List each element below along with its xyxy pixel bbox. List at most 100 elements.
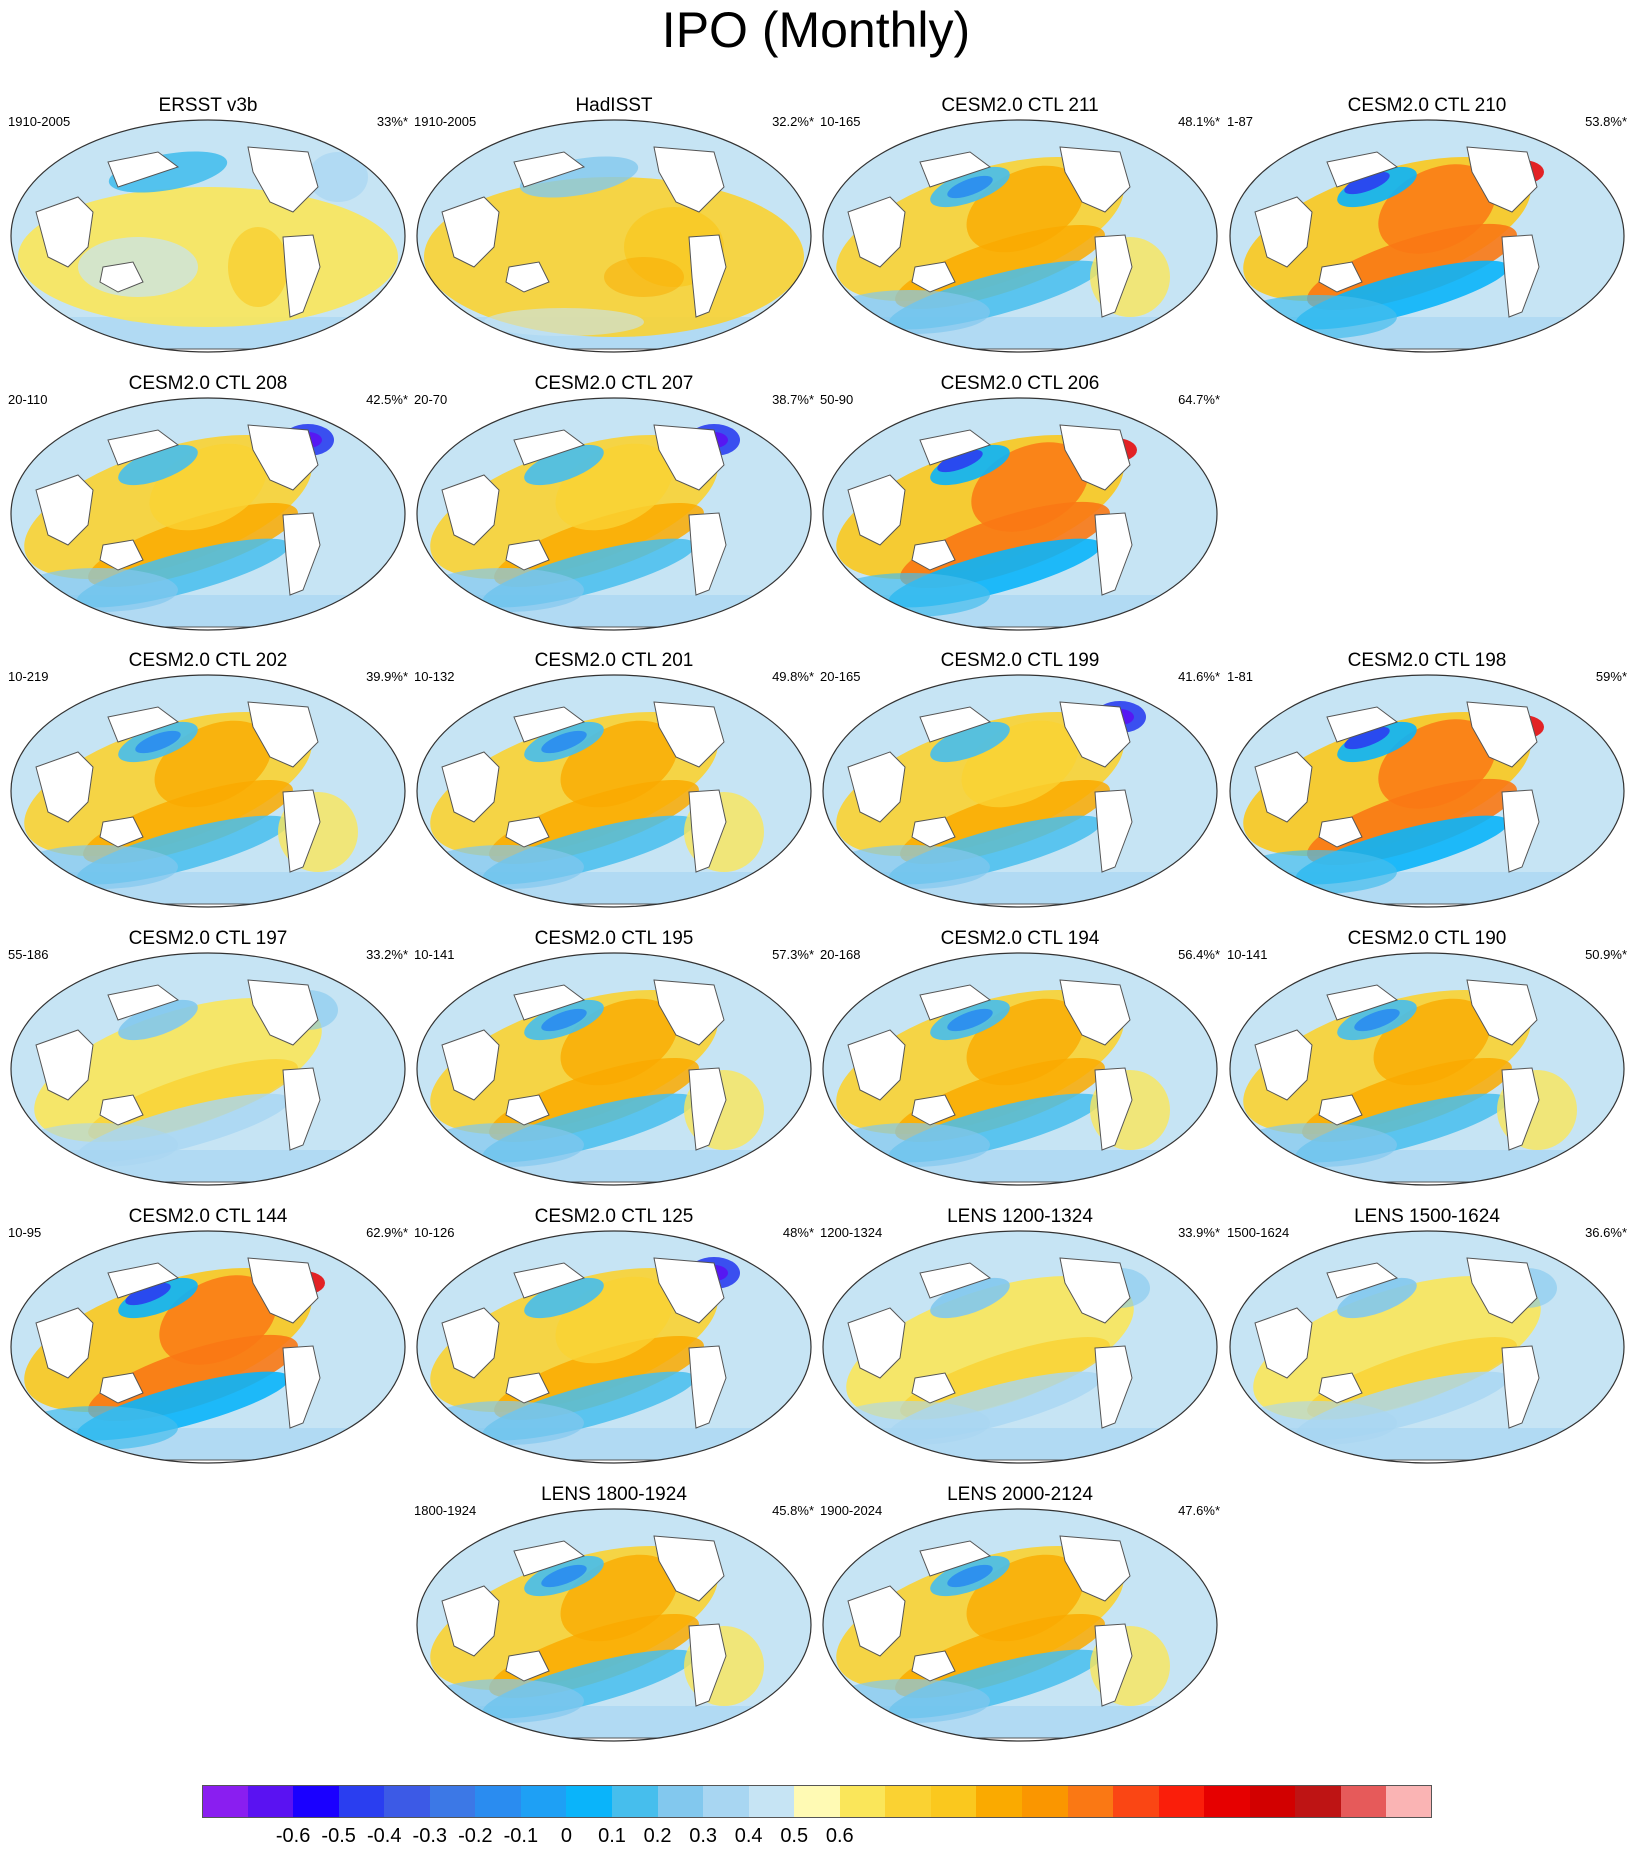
- map-outline: [416, 397, 812, 631]
- panel-variance-explained: 41.6%*: [1178, 669, 1220, 684]
- map-outline: [416, 952, 812, 1186]
- land-asia: [919, 984, 992, 1021]
- colorbar-tick-label: 0.4: [734, 1825, 763, 1847]
- land-australia: [911, 1094, 956, 1126]
- colorbar-segment: [475, 1785, 522, 1818]
- anomaly-region: [1237, 1123, 1397, 1167]
- panel-period: 1500-1624: [1227, 1225, 1290, 1240]
- land-africa-europe: [35, 196, 94, 268]
- map-panel: CESM2.0 CTL 202 10-219 39.9%*: [8, 650, 408, 915]
- land-south-america: [1094, 1623, 1133, 1707]
- land-australia: [505, 1094, 550, 1126]
- panel-title: ERSST v3b: [158, 95, 258, 116]
- ipo-pattern-map: [822, 119, 1218, 353]
- panel-period: 1910-2005: [414, 114, 477, 129]
- panel-title: CESM2.0 CTL 144: [128, 1206, 288, 1227]
- land-north-america: [1059, 424, 1131, 491]
- ipo-pattern-map: [416, 952, 812, 1186]
- land-south-america: [1501, 234, 1540, 318]
- panel-title: LENS 1800-1924: [541, 1484, 687, 1505]
- anomaly-region: [830, 1123, 990, 1167]
- panel-variance-explained: 33%*: [376, 114, 408, 129]
- anomaly-region: [424, 845, 584, 889]
- colorbar-segment: [247, 1785, 294, 1818]
- panel-title: CESM2.0 CTL 208: [128, 373, 288, 394]
- map-outline: [822, 1230, 1218, 1464]
- map-outline: [10, 397, 406, 631]
- colorbar-segment: [338, 1785, 385, 1818]
- anomaly-region: [947, 175, 993, 199]
- map-panel: CESM2.0 CTL 194 20-168 56.4%*: [820, 928, 1220, 1193]
- land-asia: [107, 706, 180, 743]
- panel-variance-explained: 49.8%*: [772, 669, 814, 684]
- anomaly-region: [424, 1123, 584, 1167]
- anomaly-region: [83, 779, 293, 865]
- land-africa-europe: [1254, 751, 1313, 823]
- land-australia: [911, 261, 956, 293]
- map-outline: [822, 397, 1218, 631]
- land-north-america: [1466, 1257, 1538, 1324]
- anomaly-region: [118, 999, 198, 1041]
- land-south-america: [688, 512, 727, 596]
- land-asia: [513, 984, 586, 1021]
- colorbar-segment: [202, 1785, 249, 1818]
- anomaly-region: [947, 1008, 993, 1032]
- colorbar-segment: [1386, 1785, 1433, 1818]
- map-panel: CESM2.0 CTL 198 1-81 59%*: [1227, 650, 1627, 915]
- panel-variance-explained: 33.2%*: [366, 947, 408, 962]
- ipo-pattern-map: [10, 397, 406, 631]
- panel-period: 50-90: [820, 392, 854, 407]
- panel-variance-explained: 48%*: [782, 1225, 814, 1240]
- panel-variance-explained: 50.9%*: [1585, 947, 1627, 962]
- ipo-pattern-map: [416, 397, 812, 631]
- anomaly-region: [1344, 171, 1390, 195]
- land-south-america: [282, 234, 321, 318]
- land-south-america: [1501, 789, 1540, 873]
- land-australia: [99, 539, 144, 571]
- colorbar-segment: [612, 1785, 659, 1818]
- panel-title: CESM2.0 CTL 190: [1347, 928, 1507, 949]
- anomaly-region: [830, 1401, 990, 1445]
- map-panel: CESM2.0 CTL 207 20-70 38.7%*: [414, 373, 814, 638]
- map-panel: LENS 1500-1624 1500-1624 36.6%*: [1227, 1206, 1627, 1471]
- land-africa-europe: [441, 1585, 500, 1657]
- land-asia: [107, 429, 180, 466]
- panel-period: 1900-2024: [820, 1503, 883, 1518]
- panel-period: 1910-2005: [8, 114, 71, 129]
- map-outline: [1229, 952, 1625, 1186]
- ipo-pattern-map: [10, 119, 406, 353]
- land-north-america: [247, 1257, 319, 1324]
- land-africa-europe: [847, 1585, 906, 1657]
- land-australia: [99, 261, 144, 293]
- land-australia: [1318, 261, 1363, 293]
- land-africa-europe: [441, 1029, 500, 1101]
- land-north-america: [653, 701, 725, 768]
- colorbar-segment: [566, 1785, 613, 1818]
- land-south-america: [1094, 512, 1133, 596]
- map-panel: CESM2.0 CTL 144 10-95 62.9%*: [8, 1206, 408, 1471]
- anomaly-region: [830, 1679, 990, 1723]
- map-panel: CESM2.0 CTL 195 10-141 57.3%*: [414, 928, 814, 1193]
- ipo-pattern-map: [416, 1508, 812, 1742]
- land-asia: [919, 429, 992, 466]
- land-north-america: [1059, 146, 1131, 213]
- map-outline: [1229, 674, 1625, 908]
- panel-variance-explained: 64.7%*: [1178, 392, 1220, 407]
- panel-title: CESM2.0 CTL 211: [941, 95, 1099, 116]
- anomaly-region: [78, 237, 198, 297]
- anomaly-region: [524, 444, 604, 486]
- panel-period: 10-95: [8, 1225, 42, 1240]
- anomaly-region: [489, 779, 699, 865]
- map-outline: [10, 1230, 406, 1464]
- colorbar-tick-label: 0.5: [780, 1825, 809, 1847]
- land-south-america: [688, 1345, 727, 1429]
- panel-variance-explained: 38.7%*: [772, 392, 814, 407]
- anomaly-region: [1354, 1008, 1400, 1032]
- ipo-pattern-map: [822, 674, 1218, 908]
- anomaly-region: [1344, 726, 1390, 750]
- land-south-america: [1094, 234, 1133, 318]
- colorbar-tick-label: -0.1: [503, 1825, 539, 1847]
- panel-variance-explained: 57.3%*: [772, 947, 814, 962]
- land-africa-europe: [847, 751, 906, 823]
- land-australia: [99, 1372, 144, 1404]
